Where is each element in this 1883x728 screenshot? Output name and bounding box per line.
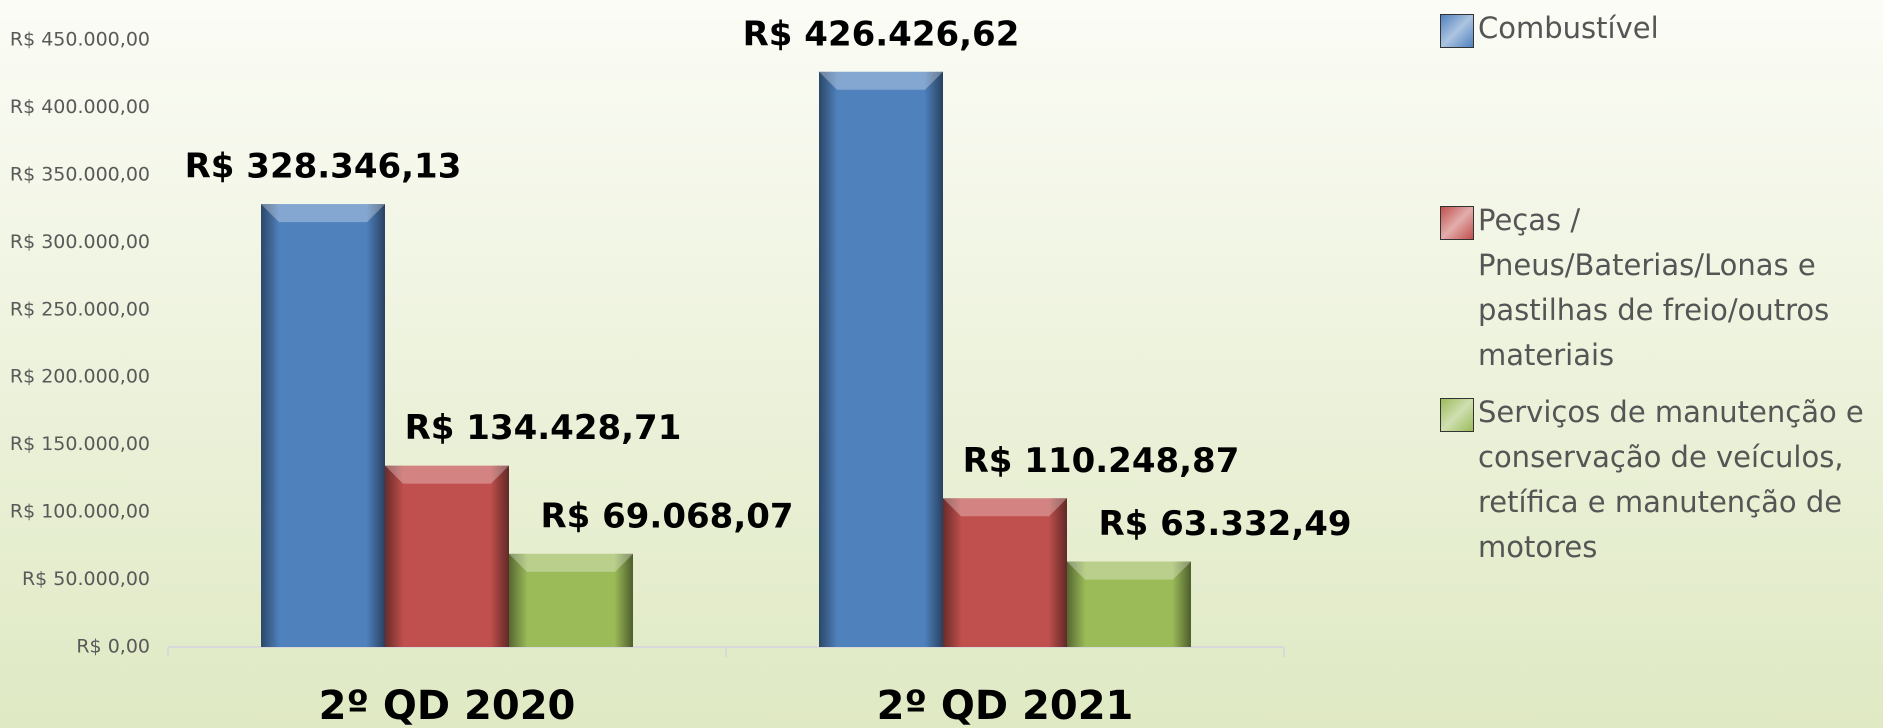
y-tick-label: R$ 350.000,00 <box>10 163 150 185</box>
legend-swatch <box>1440 14 1474 48</box>
legend-entry: Serviços de manutenção e conservação de … <box>1440 390 1880 570</box>
bar-bevel <box>385 465 509 484</box>
bar <box>261 204 385 648</box>
data-label: R$ 110.248,87 <box>963 441 1240 481</box>
x-tick-label: 2º QD 2020 <box>319 683 576 728</box>
y-tick-label: R$ 150.000,00 <box>10 433 150 455</box>
y-tick-label: R$ 400.000,00 <box>10 96 150 118</box>
y-tick-label: R$ 200.000,00 <box>10 366 150 388</box>
y-tick-label: R$ 100.000,00 <box>10 501 150 523</box>
y-tick-label: R$ 250.000,00 <box>10 298 150 320</box>
legend-entry: Combustível <box>1440 6 1880 51</box>
bar-bevel <box>819 71 943 90</box>
data-label: R$ 134.428,71 <box>405 408 682 448</box>
y-tick-label: R$ 0,00 <box>76 636 150 658</box>
y-tick-label: R$ 450.000,00 <box>10 29 150 51</box>
legend-swatch <box>1440 206 1474 240</box>
bar <box>385 465 509 647</box>
bar <box>819 71 943 648</box>
data-label: R$ 328.346,13 <box>185 147 462 187</box>
bar-bevel <box>943 498 1067 517</box>
legend-label: Peças / Pneus/Baterias/Lonas e pastilhas… <box>1478 203 1830 372</box>
bar-bevel <box>1067 561 1191 580</box>
legend-label: Combustível <box>1478 11 1659 45</box>
y-tick-label: R$ 300.000,00 <box>10 231 150 253</box>
data-label: R$ 69.068,07 <box>540 496 793 536</box>
legend-label: Serviços de manutenção e conservação de … <box>1478 395 1864 564</box>
legend-swatch <box>1440 398 1474 432</box>
bar <box>943 498 1067 647</box>
bar-bevel <box>261 204 385 223</box>
bar-bevel <box>509 553 633 572</box>
data-label: R$ 426.426,62 <box>743 14 1020 54</box>
data-label: R$ 63.332,49 <box>1098 504 1351 544</box>
y-tick-label: R$ 50.000,00 <box>22 568 150 590</box>
legend-entry: Peças / Pneus/Baterias/Lonas e pastilhas… <box>1440 198 1880 378</box>
x-tick-label: 2º QD 2021 <box>877 683 1134 728</box>
